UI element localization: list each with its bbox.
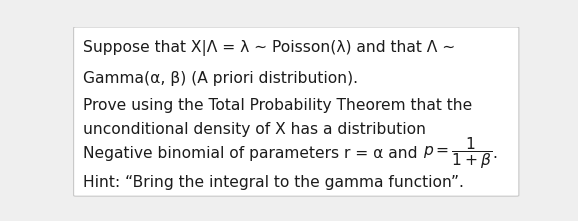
FancyBboxPatch shape [73,27,519,196]
Text: Negative binomial of parameters r = α and: Negative binomial of parameters r = α an… [83,146,423,161]
Text: .: . [492,146,498,161]
Text: Prove using the Total Probability Theorem that the: Prove using the Total Probability Theore… [83,98,473,113]
Text: $p = \dfrac{1}{1+\beta}$: $p = \dfrac{1}{1+\beta}$ [423,135,492,171]
Text: unconditional density of X has a distribution: unconditional density of X has a distrib… [83,122,427,137]
Text: Suppose that X|Λ = λ ∼ Poisson(λ) and that Λ ∼: Suppose that X|Λ = λ ∼ Poisson(λ) and th… [83,40,455,56]
Text: Hint: “Bring the integral to the gamma function”.: Hint: “Bring the integral to the gamma f… [83,175,464,190]
Text: Gamma(α, β) (A priori distribution).: Gamma(α, β) (A priori distribution). [83,71,358,86]
